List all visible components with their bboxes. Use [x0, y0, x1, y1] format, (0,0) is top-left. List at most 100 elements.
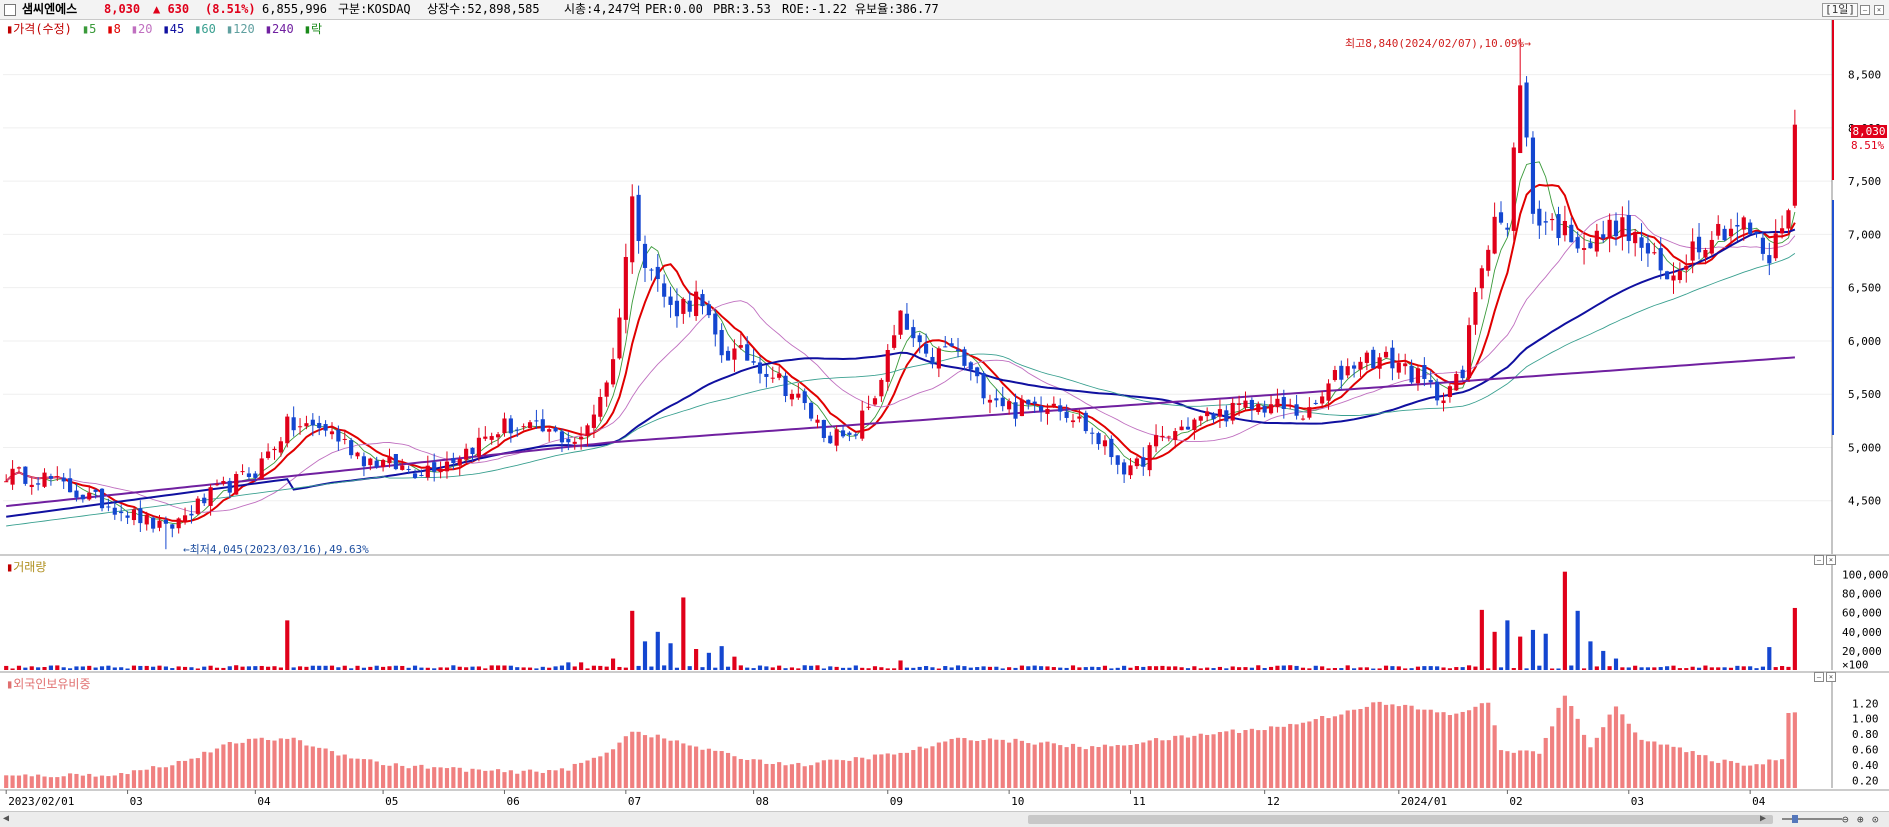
- volume-bar: [904, 667, 909, 670]
- foreign-bar: [1550, 726, 1555, 788]
- volume-bar: [770, 667, 775, 670]
- volume-bar: [112, 667, 117, 670]
- foreign-bar: [1339, 714, 1344, 788]
- candle-body: [208, 487, 213, 506]
- candle-body: [1741, 217, 1746, 230]
- foreign-bar: [1352, 709, 1357, 788]
- volume-bar: [508, 665, 513, 670]
- foreign-bar: [297, 740, 303, 788]
- candle-body: [1454, 373, 1459, 391]
- volume-bar: [815, 665, 820, 670]
- foreign-pane-close-icon[interactable]: ×: [1826, 672, 1836, 682]
- zoom-slider[interactable]: [1782, 818, 1842, 820]
- foreign-bar: [1562, 695, 1567, 788]
- candle-body: [1550, 218, 1555, 221]
- foreign-bar: [834, 759, 839, 788]
- zoom-in-icon[interactable]: ⊕: [1857, 813, 1864, 826]
- foreign-bar: [1792, 712, 1797, 788]
- foreign-bar: [1435, 712, 1440, 788]
- high-annotation: 최고8,840(2024/02/07),10.09%→: [1345, 37, 1531, 50]
- foreign-bar: [821, 760, 826, 788]
- foreign-bar: [738, 758, 743, 788]
- candle-body: [719, 330, 724, 356]
- volume-bar: [821, 668, 826, 670]
- volume-bar: [1237, 667, 1242, 670]
- zoom-reset-icon[interactable]: ⊙: [1872, 813, 1879, 826]
- candle-body: [1198, 416, 1203, 421]
- volume-bar: [349, 668, 354, 670]
- volume-bar: [1652, 667, 1657, 670]
- volume-bar: [157, 665, 162, 670]
- foreign-bar: [866, 759, 871, 788]
- foreign-bar: [598, 756, 603, 788]
- foreign-bar: [16, 775, 22, 788]
- foreign-bar: [1307, 721, 1312, 788]
- volume-bar: [1211, 668, 1216, 670]
- x-tick-label: 08: [756, 795, 769, 808]
- volume-bar: [1422, 666, 1427, 670]
- last-price-tag: 8,030: [1851, 125, 1887, 138]
- volume-bar: [1243, 667, 1248, 670]
- horizontal-scrollbar[interactable]: ◀ ▶ ⊖ ⊕ ⊙: [0, 811, 1889, 827]
- foreign-bar: [1313, 719, 1318, 788]
- candle-body: [1409, 365, 1414, 383]
- foreign-bar: [706, 748, 711, 788]
- ma-line-240: [6, 356, 1795, 508]
- foreign-bar: [713, 750, 718, 788]
- volume-bar: [1530, 629, 1536, 670]
- price-tick-label: 6,500: [1848, 282, 1881, 295]
- foreign-bar: [559, 768, 565, 788]
- foreign-bar: [1383, 704, 1389, 788]
- zoom-slider-handle[interactable]: [1792, 815, 1798, 823]
- foreign-bar: [681, 743, 686, 788]
- scroll-thumb[interactable]: [1028, 815, 1773, 824]
- price-pane: 4,5005,0005,5006,0006,5007,0007,5008,000…: [0, 20, 1889, 556]
- foreign-bar: [674, 740, 680, 788]
- foreign-bar: [444, 768, 450, 788]
- foreign-bar: [585, 760, 590, 788]
- foreign-tick-label: 0.40: [1852, 759, 1879, 772]
- legend-item-ma120: ▮120: [225, 22, 255, 36]
- foreign-bar: [1524, 750, 1529, 788]
- x-tick-label: 04: [257, 795, 271, 808]
- scroll-right-icon[interactable]: ▶: [1760, 813, 1767, 824]
- volume-bar: [106, 665, 111, 670]
- volume-bar: [1760, 666, 1766, 670]
- candle-body: [1019, 399, 1024, 417]
- x-tick-label: 02: [1509, 795, 1522, 808]
- price-legend: ▮가격(수정) ▮5 ▮8 ▮20 ▮45 ▮60 ▮120 ▮240 ▮락: [6, 20, 332, 37]
- legend-item-ma5: ▮5: [81, 22, 97, 36]
- candle-body: [1051, 403, 1056, 406]
- volume-bar: [1690, 666, 1695, 670]
- volume-bar: [968, 667, 973, 670]
- candle-body: [1256, 404, 1261, 412]
- volume-bar: [1051, 667, 1056, 670]
- volume-bar: [1096, 667, 1101, 670]
- volume-bar: [151, 666, 156, 670]
- volume-bar: [898, 660, 903, 670]
- period-button[interactable]: [1일]: [1822, 3, 1858, 17]
- candle-body: [489, 436, 494, 440]
- volume-bar: [1684, 668, 1689, 670]
- candle-body: [1038, 405, 1044, 412]
- candle-body: [968, 362, 973, 370]
- foreign-pane-minimize-icon[interactable]: –: [1814, 672, 1824, 682]
- candle-body: [214, 484, 220, 486]
- foreign-bar: [1575, 718, 1580, 788]
- scroll-left-icon[interactable]: ◀: [3, 813, 10, 824]
- foreign-bar: [138, 770, 143, 788]
- volume-pane-close-icon[interactable]: ×: [1826, 555, 1836, 565]
- zoom-out-icon[interactable]: ⊖: [1842, 813, 1849, 826]
- foreign-bar: [572, 763, 577, 788]
- close-icon[interactable]: ×: [1874, 5, 1884, 15]
- foreign-bar: [285, 738, 290, 788]
- select-checkbox[interactable]: [4, 4, 16, 16]
- volume-pane-minimize-icon[interactable]: –: [1814, 555, 1824, 565]
- candle-body: [1703, 249, 1708, 258]
- volume-bar: [547, 667, 552, 670]
- volume-bar: [1256, 665, 1261, 670]
- minimize-icon[interactable]: –: [1860, 5, 1870, 15]
- candle-body: [1498, 212, 1504, 223]
- volume-tick-label: ×100: [1842, 658, 1869, 671]
- volume-bar: [1141, 666, 1146, 670]
